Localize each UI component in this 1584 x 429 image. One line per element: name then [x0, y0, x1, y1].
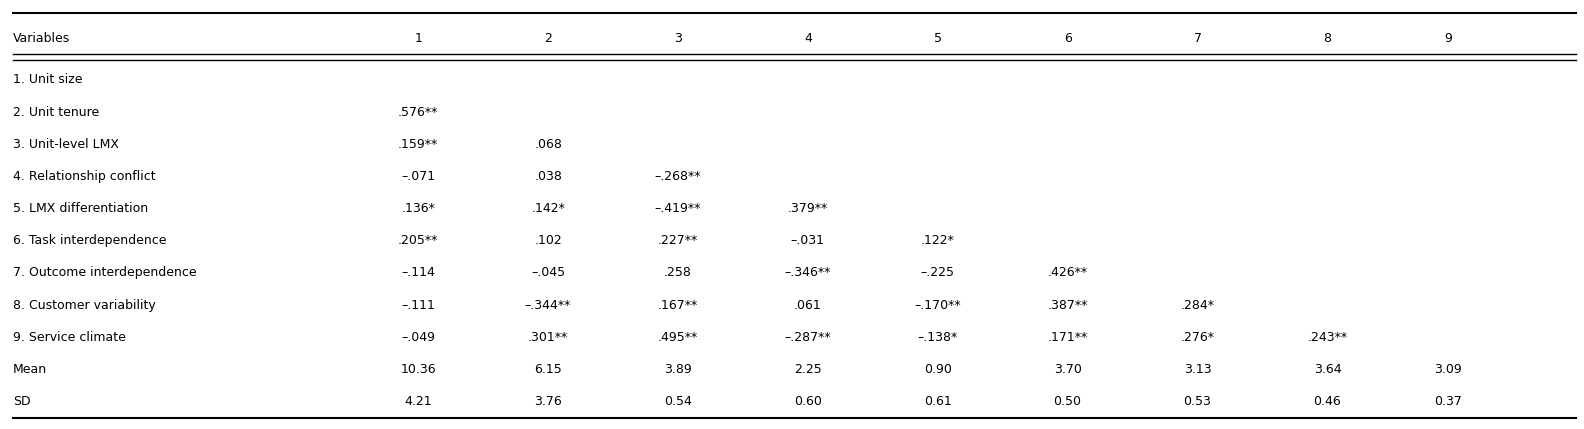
Text: –.114: –.114 — [401, 266, 436, 279]
Text: –.170**: –.170** — [914, 299, 961, 311]
Text: 8: 8 — [1323, 32, 1332, 45]
Text: 0.90: 0.90 — [923, 363, 952, 376]
Text: 3.64: 3.64 — [1313, 363, 1342, 376]
Text: –.111: –.111 — [401, 299, 436, 311]
Text: –.225: –.225 — [920, 266, 955, 279]
Text: 2: 2 — [545, 32, 551, 45]
Text: 10.36: 10.36 — [401, 363, 436, 376]
Text: .227**: .227** — [657, 234, 699, 247]
Text: 4. Relationship conflict: 4. Relationship conflict — [13, 170, 155, 183]
Text: –.049: –.049 — [401, 331, 436, 344]
Text: .284*: .284* — [1180, 299, 1215, 311]
Text: 3.76: 3.76 — [534, 395, 562, 408]
Text: –.344**: –.344** — [524, 299, 572, 311]
Text: –.419**: –.419** — [654, 202, 702, 215]
Text: 5: 5 — [933, 32, 942, 45]
Text: 6: 6 — [1064, 32, 1071, 45]
Text: 0.46: 0.46 — [1313, 395, 1342, 408]
Text: 0.54: 0.54 — [664, 395, 692, 408]
Text: 8. Customer variability: 8. Customer variability — [13, 299, 155, 311]
Text: .243**: .243** — [1307, 331, 1348, 344]
Text: –.138*: –.138* — [917, 331, 958, 344]
Text: 4.21: 4.21 — [404, 395, 432, 408]
Text: 0.37: 0.37 — [1434, 395, 1462, 408]
Text: .301**: .301** — [527, 331, 569, 344]
Text: .068: .068 — [534, 138, 562, 151]
Text: .171**: .171** — [1047, 331, 1088, 344]
Text: 4: 4 — [805, 32, 811, 45]
Text: .159**: .159** — [398, 138, 439, 151]
Text: 3.70: 3.70 — [1053, 363, 1082, 376]
Text: .495**: .495** — [657, 331, 699, 344]
Text: .276*: .276* — [1180, 331, 1215, 344]
Text: 1. Unit size: 1. Unit size — [13, 73, 82, 86]
Text: .102: .102 — [534, 234, 562, 247]
Text: 5. LMX differentiation: 5. LMX differentiation — [13, 202, 147, 215]
Text: 2.25: 2.25 — [794, 363, 822, 376]
Text: 0.50: 0.50 — [1053, 395, 1082, 408]
Text: .142*: .142* — [531, 202, 565, 215]
Text: 3: 3 — [675, 32, 681, 45]
Text: 3.89: 3.89 — [664, 363, 692, 376]
Text: –.346**: –.346** — [784, 266, 832, 279]
Text: .379**: .379** — [787, 202, 828, 215]
Text: 1: 1 — [415, 32, 421, 45]
Text: 3. Unit-level LMX: 3. Unit-level LMX — [13, 138, 119, 151]
Text: .167**: .167** — [657, 299, 699, 311]
Text: .061: .061 — [794, 299, 822, 311]
Text: –.268**: –.268** — [654, 170, 702, 183]
Text: –.287**: –.287** — [784, 331, 832, 344]
Text: 6. Task interdependence: 6. Task interdependence — [13, 234, 166, 247]
Text: 3.09: 3.09 — [1434, 363, 1462, 376]
Text: –.071: –.071 — [401, 170, 436, 183]
Text: 2. Unit tenure: 2. Unit tenure — [13, 106, 98, 118]
Text: 0.61: 0.61 — [923, 395, 952, 408]
Text: .136*: .136* — [401, 202, 436, 215]
Text: 3.13: 3.13 — [1183, 363, 1212, 376]
Text: .426**: .426** — [1047, 266, 1088, 279]
Text: Mean: Mean — [13, 363, 48, 376]
Text: Variables: Variables — [13, 32, 70, 45]
Text: 7: 7 — [1193, 32, 1202, 45]
Text: –.031: –.031 — [790, 234, 825, 247]
Text: 7. Outcome interdependence: 7. Outcome interdependence — [13, 266, 196, 279]
Text: .122*: .122* — [920, 234, 955, 247]
Text: .576**: .576** — [398, 106, 439, 118]
Text: .038: .038 — [534, 170, 562, 183]
Text: 0.53: 0.53 — [1183, 395, 1212, 408]
Text: –.045: –.045 — [531, 266, 565, 279]
Text: 0.60: 0.60 — [794, 395, 822, 408]
Text: 9. Service climate: 9. Service climate — [13, 331, 125, 344]
Text: .387**: .387** — [1047, 299, 1088, 311]
Text: .258: .258 — [664, 266, 692, 279]
Text: SD: SD — [13, 395, 30, 408]
Text: .205**: .205** — [398, 234, 439, 247]
Text: 9: 9 — [1445, 32, 1451, 45]
Text: 6.15: 6.15 — [534, 363, 562, 376]
